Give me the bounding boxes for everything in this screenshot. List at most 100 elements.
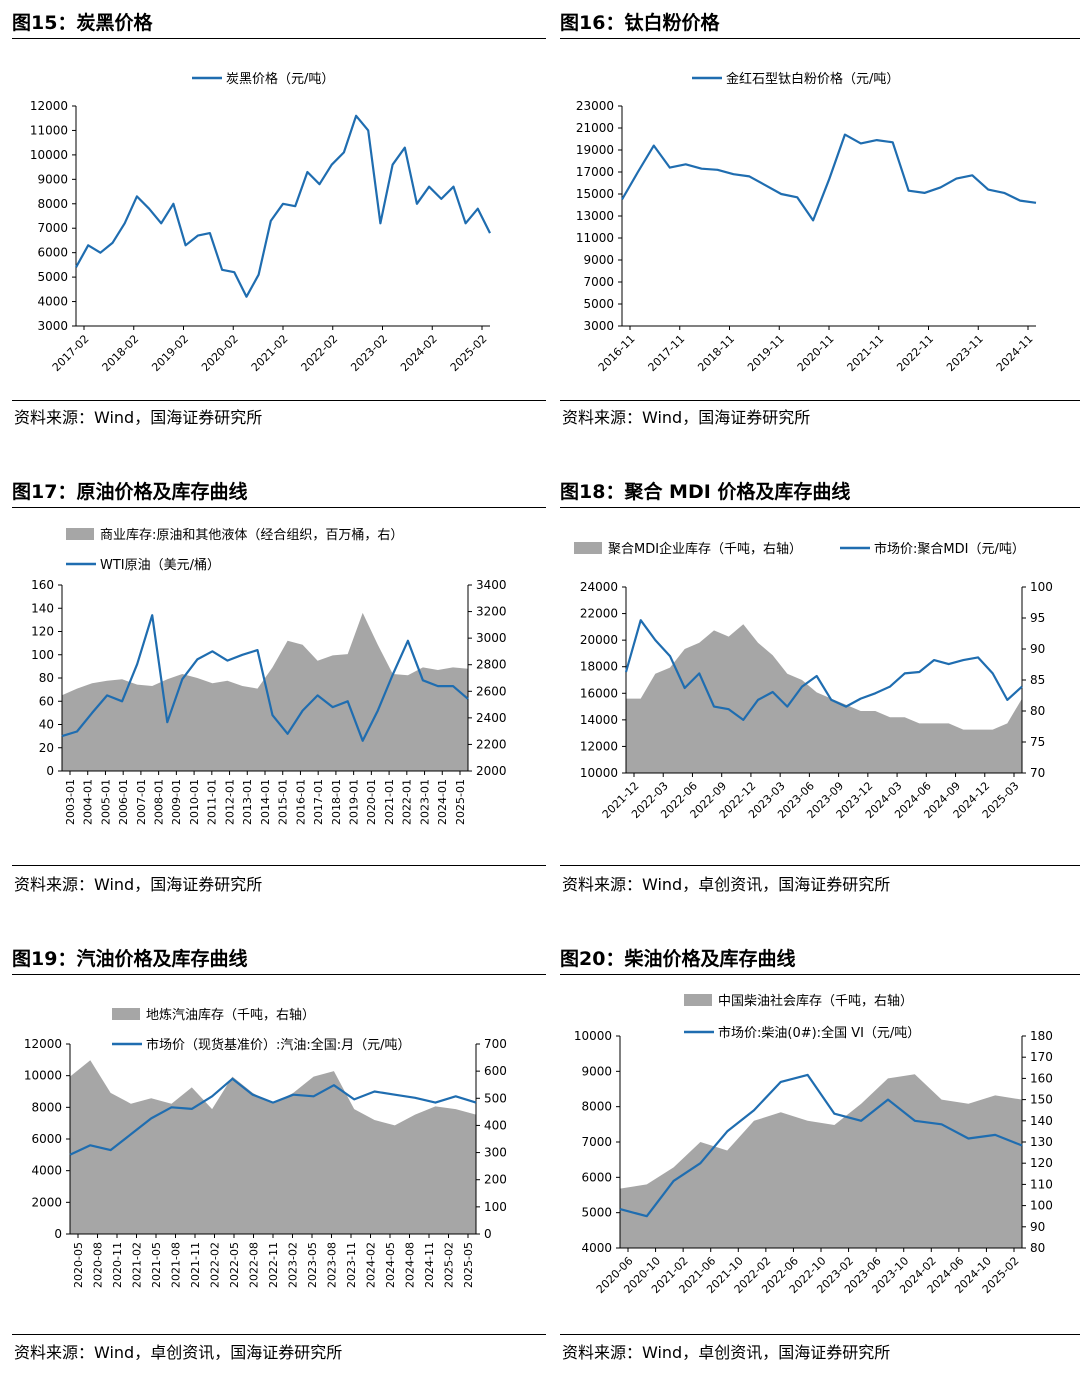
y-tick-label: 9000	[37, 172, 68, 186]
x-tick-label: 2020-08	[91, 1242, 104, 1288]
y-tick-label: 100	[31, 648, 54, 662]
x-tick-label: 2023-08	[325, 1242, 338, 1288]
y-tick-label: 7000	[37, 221, 68, 235]
title-rule	[12, 38, 546, 39]
y-tick-label: 21000	[576, 121, 614, 135]
figure-19: 图19：汽油价格及库存曲线 12000 10000 8000 6000 4000 2000…	[12, 944, 546, 1374]
x-tick-label: 2020-11	[795, 332, 837, 374]
x-tick-label: 2021-02	[249, 332, 291, 374]
x-tick-label: 2018-01	[330, 779, 343, 825]
x-tick-label: 2022-11	[894, 332, 936, 374]
y2-tick-label: 600	[484, 1064, 507, 1078]
y-tick-label: 11000	[576, 231, 614, 245]
legend-label: 市场价:柴油(0#):全国 VI（元/吨）	[718, 1025, 920, 1041]
y2-tick-label: 100	[1030, 1199, 1053, 1213]
x-tick-label: 2023-11	[944, 332, 986, 374]
y2-tick-label: 2800	[476, 658, 507, 672]
x-tick-label: 2019-01	[347, 779, 360, 825]
y2-tick-label: 500	[484, 1091, 507, 1105]
figure-20-source: 资料来源：Wind，卓创资讯，国海证券研究所	[562, 1343, 891, 1362]
legend-label: WTI原油（美元/桶）	[100, 558, 220, 573]
x-tick-label: 2019-02	[149, 332, 191, 374]
y-tick-label: 5000	[37, 270, 68, 284]
y-tick-label: 15000	[576, 187, 614, 201]
y-tick-label: 10000	[24, 1069, 62, 1083]
figure-19-chart: 1200010000800060004000200007006005004003…	[24, 1007, 507, 1288]
legend-label: 地炼汽油库存（千吨，右轴）	[146, 1007, 315, 1023]
y-tick-label: 4000	[37, 295, 68, 309]
x-tick-label: 2022-02	[299, 332, 341, 374]
x-tick-label: 2020-05	[72, 1242, 85, 1288]
x-tick-label: 2011-01	[206, 779, 219, 825]
x-tick-label: 2017-11	[646, 332, 688, 374]
x-tick-label: 2021-11	[189, 1242, 202, 1288]
y2-tick-label: 2400	[476, 711, 507, 725]
y-tick-label: 24000	[580, 580, 618, 594]
y-tick-label: 2000	[31, 1195, 62, 1209]
y-tick-label: 6000	[31, 1132, 62, 1146]
line-series	[619, 1073, 1023, 1218]
y-tick-label: 9000	[583, 253, 614, 267]
x-tick-label: 2024-11	[994, 332, 1036, 374]
figure-20-chart: 10000 9000 8000 7000 6000 5000 4000 180 170 160 15…	[574, 993, 1053, 1296]
source-rule	[560, 1334, 1080, 1335]
x-tick-label: 2023-02	[348, 332, 390, 374]
source-rule	[560, 865, 1080, 866]
y-tick-label: 140	[31, 601, 54, 615]
legend-area-swatch	[112, 1008, 140, 1020]
legend-label: 炭黑价格（元/吨）	[226, 71, 334, 87]
y2-tick-label: 2600	[476, 684, 507, 698]
y2-tick-label: 3200	[476, 605, 507, 619]
y-tick-label: 8000	[31, 1100, 62, 1114]
figure-15-source: 资料来源：Wind，国海证券研究所	[14, 408, 263, 427]
y-tick-label: 11000	[30, 123, 68, 137]
line-series	[69, 1077, 477, 1156]
x-tick-label: 2021-05	[150, 1242, 163, 1288]
x-tick-label: 2022-02	[208, 1242, 221, 1288]
y-tick-label: 5000	[583, 297, 614, 311]
x-tick-label: 2025-02	[442, 1242, 455, 1288]
y-tick-label: 23000	[576, 99, 614, 113]
y-tick-label: 4000	[581, 1241, 612, 1255]
figure-16-chart: 23000 21000 19000 17000 15000 13000 11000 9000 7…	[576, 71, 1037, 374]
x-tick-label: 2013-01	[241, 779, 254, 825]
figure-16-title: 图16：钛白粉价格	[560, 12, 720, 34]
x-tick-label: 2023-05	[306, 1242, 319, 1288]
figure-17-title: 图17：原油价格及库存曲线	[12, 481, 248, 503]
y-tick-label: 6000	[37, 246, 68, 260]
figure-17-source: 资料来源：Wind，国海证券研究所	[14, 875, 263, 894]
y2-tick-label: 2000	[476, 764, 507, 778]
y2-tick-label: 140	[1030, 1114, 1053, 1128]
figure-15-chart: 12000 11000 10000 9000 8000 7000 6000 5000 4000 3…	[30, 71, 491, 374]
y2-tick-label: 100	[1030, 580, 1053, 594]
x-tick-label: 2008-01	[152, 779, 165, 825]
y2-tick-label: 90	[1030, 642, 1045, 656]
y-tick-label: 19000	[576, 143, 614, 157]
figure-17-chart: 160 140 120 100 80 60 40 20 0 3400 3200 3000 2800 260…	[31, 527, 507, 825]
area-series	[620, 1074, 1022, 1248]
x-tick-label: 2025-05	[462, 1242, 475, 1288]
y-tick-label: 4000	[31, 1164, 62, 1178]
y-tick-label: 8000	[581, 1100, 612, 1114]
legend-label: 市场价（现货基准价）:汽油:全国:月（元/吨）	[146, 1037, 411, 1053]
legend-label: 金红石型钛白粉价格（元/吨）	[726, 71, 899, 87]
y-tick-label: 20	[39, 741, 54, 755]
x-tick-label: 2003-01	[64, 779, 77, 825]
title-rule	[12, 974, 546, 975]
x-tick-label: 2024-02	[364, 1242, 377, 1288]
x-tick-label: 2016-11	[596, 332, 638, 374]
y2-tick-label: 3000	[476, 631, 507, 645]
x-tick-label: 2024-02	[398, 332, 440, 374]
y2-tick-label: 400	[484, 1118, 507, 1132]
x-tick-label: 2007-01	[135, 779, 148, 825]
line-series	[61, 614, 469, 742]
y-tick-label: 6000	[581, 1170, 612, 1184]
y2-tick-label: 95	[1030, 611, 1045, 625]
x-tick-label: 2005-01	[99, 779, 112, 825]
figure-19-title: 图19：汽油价格及库存曲线	[12, 948, 248, 970]
y-tick-label: 9000	[581, 1064, 612, 1078]
y2-tick-label: 110	[1030, 1177, 1053, 1191]
x-tick-label: 2020-11	[111, 1242, 124, 1288]
y-tick-label: 8000	[37, 197, 68, 211]
x-tick-label: 2017-02	[50, 332, 92, 374]
